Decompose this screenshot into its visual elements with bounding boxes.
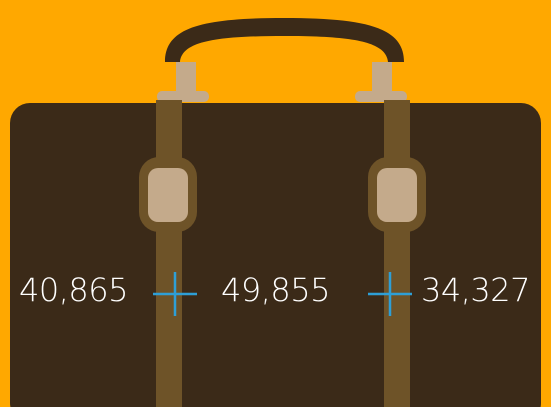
right-buckle-inner <box>377 168 417 222</box>
suitcase-handle <box>165 18 404 62</box>
suitcase-body <box>10 103 541 407</box>
plus-icon <box>153 272 197 316</box>
left-connector-base <box>157 91 209 102</box>
third-value: 34,327 <box>421 271 530 309</box>
first-value: 40,865 <box>19 271 128 309</box>
left-handle-connector <box>176 62 196 94</box>
left-buckle-inner <box>148 168 188 222</box>
right-strap <box>384 100 410 407</box>
plus-icon <box>368 272 412 316</box>
left-strap <box>156 100 182 407</box>
second-value: 49,855 <box>221 271 330 309</box>
right-handle-connector <box>372 62 392 94</box>
right-connector-base <box>355 91 407 102</box>
